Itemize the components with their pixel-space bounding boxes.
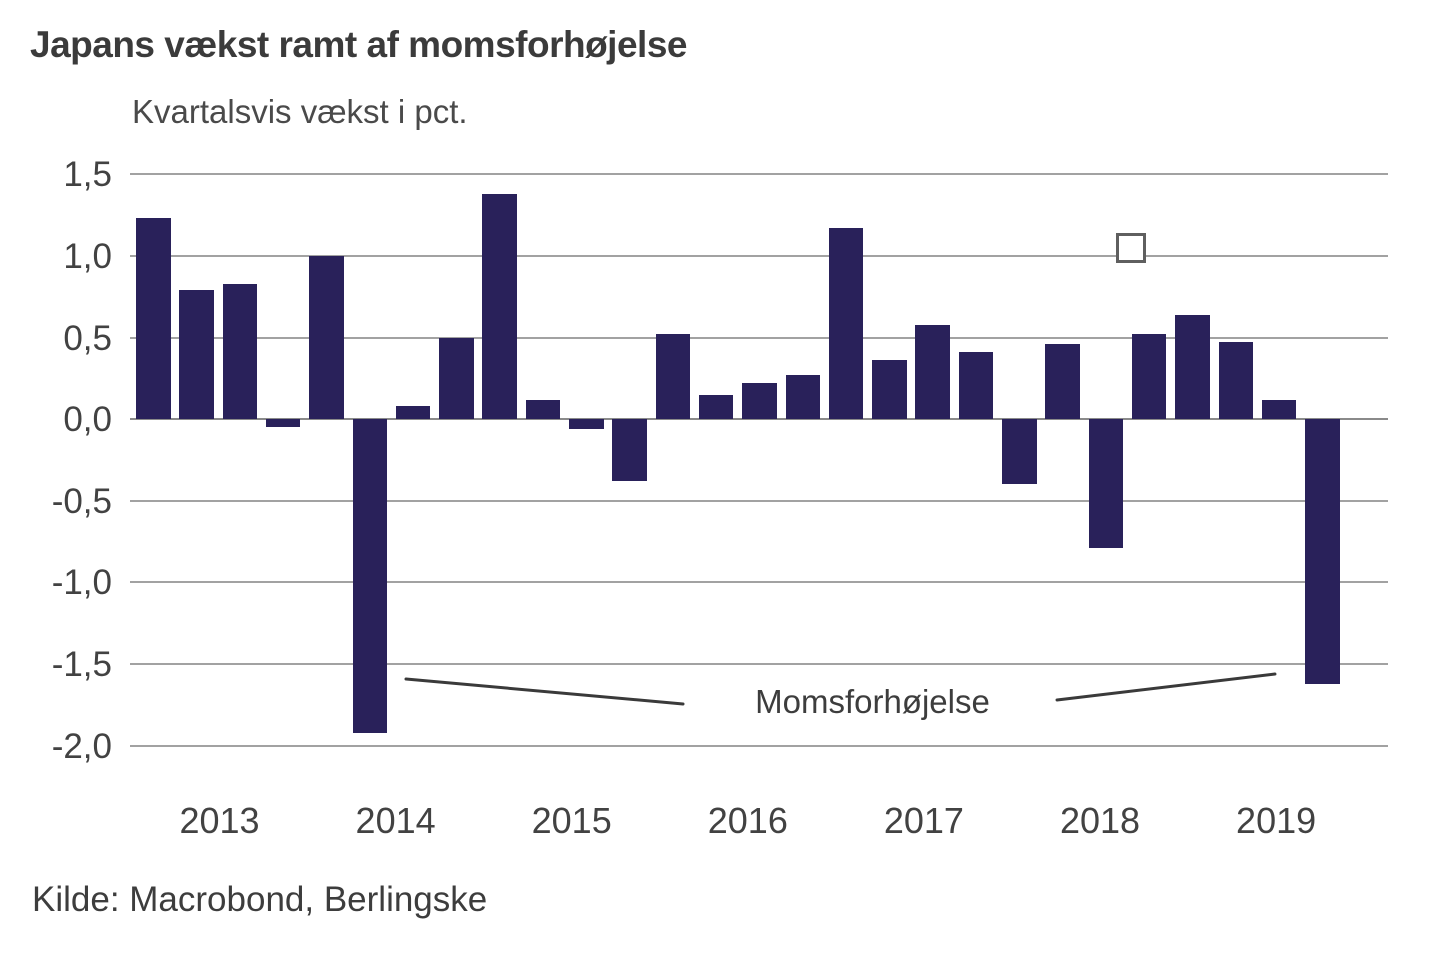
bar-2013-q4 [265, 419, 301, 428]
bar-2013-q1 [136, 218, 171, 420]
bar-2015-q1 [482, 193, 517, 420]
y-tick-label: -1,0 [51, 563, 112, 603]
bar-2016-q2 [698, 394, 734, 420]
hollow-square-marker [1116, 233, 1146, 263]
bar-2015-q3 [569, 419, 604, 429]
bar-2013-q2 [179, 290, 214, 420]
bar-2016-q1 [655, 334, 691, 420]
bar-2015-q2 [525, 399, 561, 420]
gridline [130, 499, 1388, 502]
bar-2017-q2 [872, 360, 907, 420]
bar-2014-q1 [309, 256, 344, 420]
bar-2016-q4 [785, 375, 820, 420]
gridline [130, 581, 1388, 584]
bar-2018-q4 [1131, 334, 1167, 420]
y-tick-label: 1,5 [63, 155, 112, 195]
y-tick-label: 1,0 [63, 237, 112, 276]
x-axis-year-label-2018: 2018 [1059, 800, 1141, 841]
bar-2019-q3 [1261, 399, 1297, 420]
gridline [130, 744, 1388, 747]
bar-2014-q2 [352, 419, 387, 733]
x-axis-year-label-2014: 2014 [355, 800, 436, 841]
bar-2017-q4 [958, 352, 994, 420]
leader-line-left [404, 677, 685, 706]
bar-2019-q4 [1305, 419, 1340, 684]
x-axis-year-label-2017: 2017 [883, 800, 964, 841]
x-axis-year-label-2016: 2016 [707, 800, 788, 841]
zero-gridline [130, 418, 1388, 421]
bar-2019-q2 [1218, 342, 1253, 420]
gridline [130, 336, 1388, 339]
y-tick-label: -1,5 [51, 645, 112, 684]
y-tick-label: -0,5 [51, 481, 112, 521]
bar-2014-q3 [395, 406, 431, 420]
y-tick-label: 0,5 [63, 318, 112, 358]
bar-2017-q1 [828, 228, 864, 420]
bar-2015-q4 [612, 419, 647, 482]
bar-2018-q2 [1045, 344, 1080, 420]
bar-2019-q1 [1175, 314, 1210, 420]
gridline [130, 663, 1388, 665]
chart-title: Japans vækst ramt af momsforhøjelse [30, 24, 687, 65]
bar-2017-q3 [915, 324, 950, 420]
gridline [130, 255, 1388, 257]
annotation-momsforhojelse: Momsforhøjelse [755, 683, 990, 720]
source-credit: Kilde: Macrobond, Berlingske [32, 880, 488, 919]
bar-2016-q3 [742, 383, 777, 420]
bar-2014-q4 [439, 337, 474, 420]
y-tick-label: -2,0 [51, 726, 112, 766]
chart-subtitle: Kvartalsvis vækst i pct. [132, 93, 468, 130]
leader-line-right [1055, 672, 1277, 702]
bar-2018-q1 [1002, 419, 1037, 485]
x-axis-year-label-2013: 2013 [179, 800, 260, 841]
x-axis-year-label-2015: 2015 [531, 800, 612, 841]
gridline [130, 173, 1388, 176]
bar-2018-q3 [1088, 419, 1124, 549]
y-tick-label: 0,0 [63, 400, 112, 440]
x-axis-year-label-2019: 2019 [1236, 800, 1317, 841]
bar-2013-q3 [222, 283, 258, 420]
